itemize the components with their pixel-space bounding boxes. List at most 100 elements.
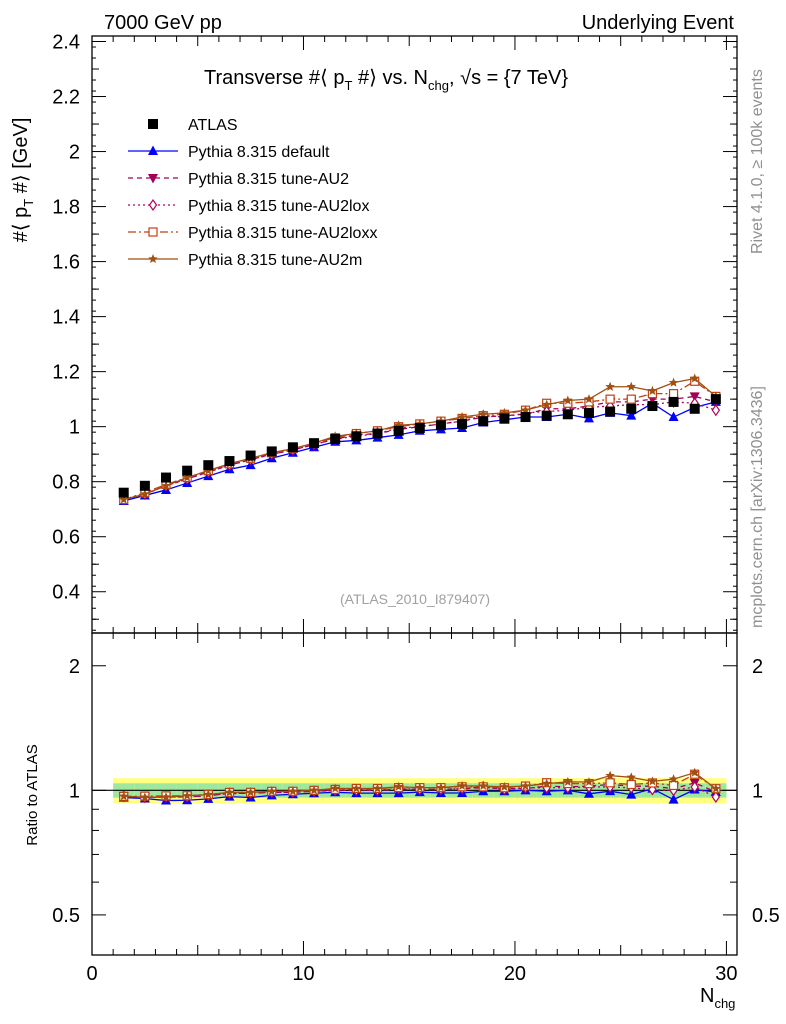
pythia-8-315-tune-au2m-ratio-point (457, 780, 467, 790)
pythia-8-315-tune-au2m-point (457, 412, 467, 422)
ratio-y-axis-label: Ratio to ATLAS (24, 744, 41, 845)
pythia-8-315-tune-au2lox-line (123, 401, 717, 501)
y-tick-label: 0.8 (52, 472, 80, 494)
header-left: 7000 GeV pp (104, 12, 222, 34)
legend-entry-pythia-8-315-tune-au2m: Pythia 8.315 tune-AU2m (128, 252, 362, 269)
atlas-data-point (605, 406, 616, 417)
pythia-8-315-tune-au2m-ratio-point (351, 783, 362, 793)
pythia-8-315-tune-au2loxx-ratio-point (668, 780, 679, 791)
legend-label: Pythia 8.315 tune-AU2lox (188, 198, 369, 215)
atlas-data-point (626, 403, 637, 414)
pythia-8-315-tune-au2m-ratio-point (393, 781, 404, 791)
pythia-8-315-tune-au2m-ratio-point (267, 786, 277, 796)
legend-entry-atlas: ATLAS (148, 117, 238, 134)
pythia-8-315-default-ratio-point (583, 788, 594, 798)
pythia-8-315-tune-au2m-ratio-point (478, 780, 488, 791)
pythia-8-315-tune-au2m-ratio-point (711, 783, 721, 793)
pythia-8-315-tune-au2m-ratio-point (499, 781, 510, 791)
atlas-data-point (161, 472, 172, 483)
pythia-8-315-tune-au2m-ratio-point (245, 787, 256, 797)
pythia-8-315-default-point (668, 411, 679, 422)
atlas-data-point (393, 425, 404, 436)
atlas-data-point (710, 394, 721, 405)
pythia-8-315-tune-au2m-ratio-point (182, 790, 192, 800)
ratio-tick-label-right: 0.5 (752, 905, 780, 927)
pythia-8-315-tune-au2loxx-point (626, 394, 636, 404)
axes-ticks: 0 10 20 30 0.4 0.6 0.8 1 1.2 1.4 1.6 1.8 2 2.2 2.4 0.5 0… (52, 32, 780, 985)
pythia-8-315-tune-au2-line (123, 395, 717, 501)
x-tick-label: 10 (292, 963, 314, 985)
legend-label: ATLAS (188, 117, 238, 134)
y-tick-label: 1.6 (52, 252, 80, 274)
main-panel-series (118, 373, 721, 506)
pythia-8-315-tune-au2-point (689, 392, 700, 402)
pythia-8-315-tune-au2m-point (584, 394, 594, 404)
pythia-8-315-default-point (626, 410, 637, 420)
pythia-8-315-tune-au2loxx-point (605, 394, 615, 404)
legend-entry-pythia-8-315-tune-au2lox: Pythia 8.315 tune-AU2lox (128, 198, 369, 215)
pythia-8-315-tune-au2m-ratio-point (118, 791, 129, 801)
atlas-data-point (583, 407, 594, 418)
pythia-8-315-tune-au2lox-ratio-point (690, 780, 699, 794)
y-tick-label: 2 (69, 142, 80, 164)
pythia-8-315-tune-au2m-ratio-point (415, 782, 425, 792)
pythia-8-315-tune-au2m-point (478, 409, 488, 419)
atlas-data-point (562, 409, 573, 420)
ratio-tick-label-right: 2 (752, 656, 763, 678)
y-tick-label: 2.2 (52, 87, 80, 109)
legend-marker (148, 145, 158, 155)
legend-entry-pythia-8-315-default: Pythia 8.315 default (128, 144, 330, 161)
chart-title: Transverse #⟨ pT #⟩ vs. Nchg, √s = {7 Te… (204, 67, 568, 93)
atlas-data-point (309, 438, 320, 449)
legend-marker (148, 198, 158, 212)
atlas-data-point (351, 431, 362, 442)
x-tick-label: 30 (715, 963, 737, 985)
atlas-data-point (287, 442, 298, 453)
pythia-8-315-tune-au2m-ratio-point (288, 786, 298, 796)
y-tick-label: 2.4 (52, 32, 80, 54)
atlas-data-point (520, 412, 531, 423)
pythia-8-315-tune-au2m-ratio-point (140, 792, 150, 802)
legend: ATLAS Pythia 8.315 default Pythia 8.315 tu… (128, 117, 377, 269)
pythia-8-315-tune-au2m-point (499, 407, 510, 417)
pythia-8-315-tune-au2m-point (541, 399, 552, 409)
atlas-data-point (414, 423, 425, 434)
atlas-data-point (668, 396, 679, 407)
pythia-8-315-tune-au2m-point (182, 472, 192, 482)
legend-marker (148, 254, 158, 264)
pythia-8-315-tune-au2loxx-point (668, 389, 679, 399)
atlas-data-point (647, 401, 658, 412)
y-tick-label: 1.2 (52, 362, 80, 384)
pythia-8-315-tune-au2m-ratio-point (647, 776, 658, 786)
pythia-8-315-tune-au2m-point (626, 381, 637, 391)
pythia-8-315-default-ratio-point (668, 794, 679, 804)
header-right: Underlying Event (582, 12, 735, 34)
pythia-8-315-tune-au2m-ratio-point (626, 772, 637, 782)
pythia-8-315-tune-au2m-ratio-point (161, 792, 171, 802)
x-tick-label: 20 (504, 963, 526, 985)
pythia-8-315-tune-au2m-point (393, 420, 404, 430)
pythia-8-315-tune-au2m-ratio-point (224, 787, 235, 797)
legend-marker (148, 174, 158, 184)
pythia-8-315-tune-au2m-point (563, 395, 573, 405)
pythia-8-315-tune-au2m-ratio-point (584, 776, 594, 787)
pythia-8-315-tune-au2m-point (668, 377, 679, 387)
x-tick-label: 0 (86, 963, 97, 985)
atlas-data-point (457, 418, 468, 429)
pythia-8-315-tune-au2m-ratio-point (330, 783, 340, 793)
pythia-8-315-tune-au2m-point (520, 405, 531, 415)
atlas-data-point (499, 413, 510, 424)
ratio-panel-series (118, 767, 721, 805)
pythia-8-315-tune-au2m-ratio-point (203, 789, 214, 799)
atlas-data-point (118, 487, 129, 498)
pythia-8-315-tune-au2m-ratio-point (520, 781, 531, 791)
atlas-data-point (478, 416, 489, 427)
atlas-data-point (182, 465, 193, 476)
ratio-tick-label: 2 (69, 656, 80, 678)
pythia-8-315-tune-au2m-point (161, 480, 171, 490)
pythia-8-315-tune-au2m-ratio-point (605, 770, 615, 780)
pythia-8-315-tune-au2m-ratio-point (563, 776, 573, 786)
pythia-8-315-tune-au2loxx-ratio-point (626, 779, 636, 790)
pythia-8-315-tune-au2lox-point (711, 404, 721, 417)
